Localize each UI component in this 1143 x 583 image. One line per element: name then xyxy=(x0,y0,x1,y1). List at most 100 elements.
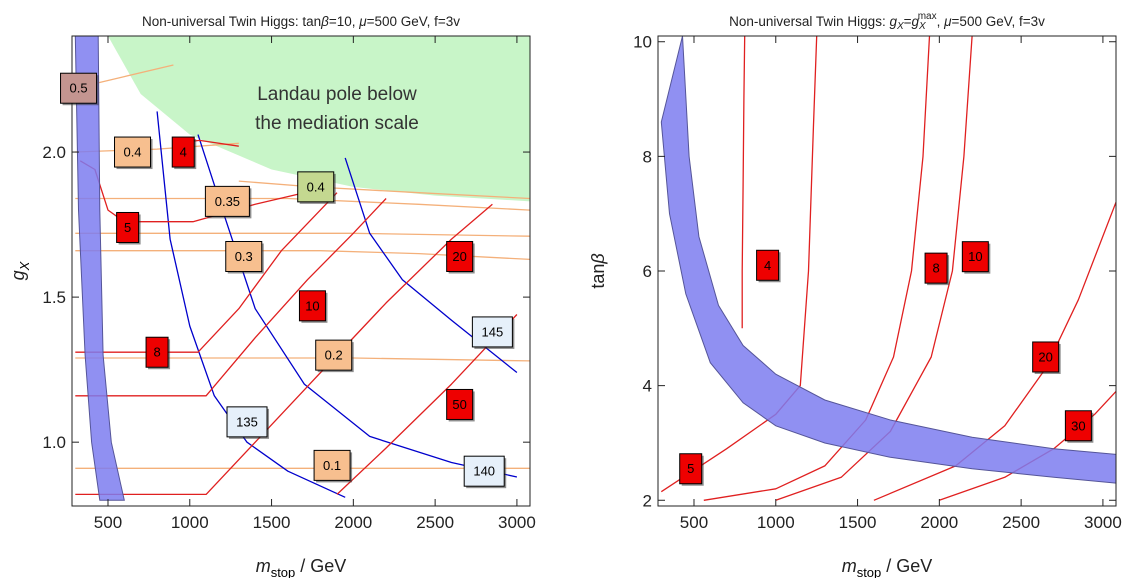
tuning-label-text: 4 xyxy=(764,258,771,273)
ratio-contour-label-text: 0.2 xyxy=(325,348,343,363)
tuning-label: 8 xyxy=(924,252,950,286)
ratio-contour-line xyxy=(75,197,530,211)
tuning-label-text: 20 xyxy=(1038,349,1052,364)
x-tick-label: 2000 xyxy=(920,513,958,532)
higgs-mass-label-text: 145 xyxy=(482,324,504,339)
ratio-contour-label: 0.4 xyxy=(114,136,153,170)
y-tick-label: 8 xyxy=(643,147,652,166)
allowed-band xyxy=(660,36,1116,484)
landau-note-line2: the mediation scale xyxy=(255,113,419,134)
ratio-contour-label: 0.3 xyxy=(225,240,264,274)
higgs-mass-label: 140 xyxy=(463,455,507,489)
higgs-mass-label: 145 xyxy=(471,316,515,349)
ratio-contour-label: 0.5 xyxy=(60,72,99,106)
left-x-axis-label: mstop / GeV xyxy=(256,556,347,578)
tuning-label-text: 10 xyxy=(968,249,982,264)
tuning-contour-line xyxy=(775,36,973,501)
left-chart-title: Non-universal Twin Higgs: tanβ=10, μ=500… xyxy=(142,14,460,29)
tuning-label-text: 8 xyxy=(932,261,939,276)
landau-pole-annotation: Landau pole below the mediation scale xyxy=(255,84,419,134)
tuning-label: 5 xyxy=(679,453,704,486)
ratio-contour-label-text: 0.4 xyxy=(307,179,325,194)
tuning-contour-line xyxy=(336,314,518,495)
landau-pole-region xyxy=(108,36,530,202)
ratio-contour-label-text: 0.5 xyxy=(70,81,88,96)
x-tick-label: 1000 xyxy=(757,513,795,532)
higgs-mass-contour-line xyxy=(156,111,346,498)
ratio-contour-label: 0.35 xyxy=(204,185,252,219)
x-tick-label: 1500 xyxy=(253,513,291,532)
y-tick-label: 10 xyxy=(633,33,652,52)
ratio-contour-line xyxy=(75,357,530,362)
x-tick-label: 3000 xyxy=(498,513,536,532)
tuning-label: 5 xyxy=(116,211,141,245)
y-tick-label: 6 xyxy=(643,262,652,281)
tuning-label-text: 50 xyxy=(452,397,466,412)
right-x-axis-label: mstop / GeV xyxy=(842,556,933,578)
right-plot-area xyxy=(660,36,1116,501)
tuning-contour-line xyxy=(703,36,931,501)
higgs-mass-label: 135 xyxy=(226,406,270,439)
landau-note-line1: Landau pole below xyxy=(257,84,417,105)
right-y-axis-label: tanβ xyxy=(588,253,608,288)
ratio-contour-label-text: 0.35 xyxy=(215,194,240,209)
tuning-contour-line xyxy=(873,201,1116,501)
right-chart: Non-universal Twin Higgs: gX=gXmax, μ=50… xyxy=(588,11,1122,580)
ratio-contour-line xyxy=(75,232,530,237)
x-tick-label: 1500 xyxy=(839,513,877,532)
tuning-contour-line xyxy=(741,36,746,329)
ratio-contour-label-text: 0.1 xyxy=(323,458,341,473)
ratio-contour-label: 0.1 xyxy=(313,449,353,483)
tuning-label: 10 xyxy=(961,241,991,274)
tuning-label-text: 30 xyxy=(1071,418,1085,433)
left-plot-frame xyxy=(71,35,531,507)
tuning-contour-line xyxy=(75,203,493,496)
allowed-band xyxy=(74,36,125,501)
right-chart-title: Non-universal Twin Higgs: gX=gXmax, μ=50… xyxy=(729,11,1045,32)
tuning-label-text: 5 xyxy=(124,220,131,235)
x-tick-label: 500 xyxy=(94,513,122,532)
tuning-label-text: 20 xyxy=(452,249,466,264)
tuning-contour-line xyxy=(660,36,818,493)
tuning-contour-line xyxy=(75,198,387,397)
x-tick-label: 3000 xyxy=(1084,513,1122,532)
y-tick-label: 2.0 xyxy=(42,143,66,162)
x-tick-label: 2500 xyxy=(1002,513,1040,532)
tuning-label: 4 xyxy=(756,249,781,283)
higgs-mass-label-text: 140 xyxy=(473,464,495,479)
y-tick-label: 4 xyxy=(643,377,652,396)
tuning-label: 10 xyxy=(298,290,328,323)
ratio-contour-label-text: 0.4 xyxy=(123,145,141,160)
ratio-contour-label-text: 0.3 xyxy=(235,249,253,264)
tuning-label: 30 xyxy=(1064,410,1094,443)
tuning-label: 50 xyxy=(446,388,475,422)
y-tick-label: 2 xyxy=(643,491,652,510)
tuning-label-text: 10 xyxy=(305,298,319,313)
ratio-contour-line xyxy=(238,180,530,200)
tuning-label: 8 xyxy=(145,336,171,370)
right-contour-labels: 4 5 8 10 20 30 xyxy=(679,241,1094,486)
left-axes: 500 1000 1500 2000 2500 3000 1.0 1.5 2.0 xyxy=(42,36,536,532)
x-tick-label: 2500 xyxy=(416,513,454,532)
x-tick-label: 1000 xyxy=(171,513,209,532)
left-chart: Non-universal Twin Higgs: tanβ=10, μ=500… xyxy=(8,14,536,580)
y-tick-label: 1.0 xyxy=(42,433,66,452)
tuning-label-text: 5 xyxy=(687,461,694,476)
tuning-label-text: 4 xyxy=(180,145,187,160)
ratio-contour-label: 0.2 xyxy=(315,339,354,373)
tuning-label: 20 xyxy=(446,240,475,274)
tuning-contour-line xyxy=(79,160,305,223)
tuning-label: 4 xyxy=(171,136,197,170)
y-tick-label: 1.5 xyxy=(42,288,66,307)
right-axes: 500 1000 1500 2000 2500 3000 2 4 6 8 10 xyxy=(633,33,1122,532)
left-contour-labels: 0.5 0.4 0.4 0.35 0.3 0.2 0.1 135 140 145 4 5 8 10 20 50 xyxy=(60,72,515,489)
x-tick-label: 2000 xyxy=(334,513,372,532)
ratio-contour-label: 0.4 xyxy=(297,171,336,204)
higgs-mass-label-text: 135 xyxy=(236,414,258,429)
tuning-label-text: 8 xyxy=(153,345,160,360)
ratio-contour-line xyxy=(75,142,239,153)
tuning-label: 20 xyxy=(1032,341,1061,374)
x-tick-label: 500 xyxy=(680,513,708,532)
left-y-axis-label: gX xyxy=(8,260,32,280)
